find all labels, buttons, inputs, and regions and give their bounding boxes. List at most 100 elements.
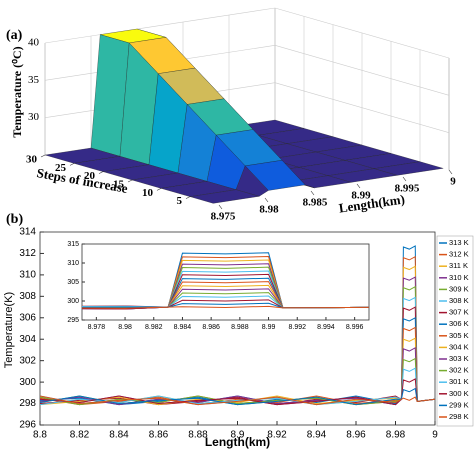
x-tick-label: 9: [450, 176, 456, 188]
x-tick-label: 8.96: [346, 430, 366, 441]
legend-label: 313 K: [449, 238, 469, 247]
y-tick-label: 5: [177, 195, 183, 207]
x-tick-label: 8.8: [33, 430, 47, 441]
tick-mark: [185, 196, 191, 199]
z-tick-label: 30: [28, 111, 40, 123]
inset-x-tick-label: 8.992: [288, 324, 306, 331]
legend-label: 302 K: [449, 366, 469, 375]
legend-label: 299 K: [449, 400, 469, 409]
inset-series-line: [82, 256, 369, 309]
tick-mark: [448, 169, 453, 175]
panel-label: (a): [6, 28, 23, 43]
inset-series-line: [82, 295, 369, 309]
y-tick-label: 298: [19, 398, 36, 409]
x-axis-title: Length(km): [205, 435, 270, 449]
inset-x-tick-label: 8.98: [118, 324, 132, 331]
y-tick-label: 296: [19, 420, 36, 431]
inset-y-tick-label: 305: [67, 279, 79, 286]
y-tick-label: 20: [84, 170, 96, 182]
tick-mark: [127, 179, 133, 183]
legend-label: 308 K: [449, 296, 469, 305]
y-tick-label: 308: [19, 291, 36, 302]
inset-series-line: [82, 277, 369, 310]
inset-x-tick-label: 8.994: [317, 324, 335, 331]
y-tick-label: 306: [19, 312, 36, 323]
x-tick-label: 8.92: [267, 430, 287, 441]
tick-mark: [356, 183, 361, 189]
legend-label: 306 K: [449, 319, 469, 328]
tick-mark: [98, 171, 104, 174]
inset-x-tick-label: 8.99: [262, 324, 276, 331]
inset-y-tick-label: 300: [67, 298, 79, 305]
series-line: [40, 357, 435, 406]
x-tick-label: 8.9: [231, 430, 245, 441]
legend-label: 311 K: [449, 261, 468, 270]
inset-y-tick-label: 310: [67, 260, 79, 267]
x-tick-label: 8.88: [188, 430, 208, 441]
grid-line: [44, 7, 276, 44]
tick-mark: [218, 204, 223, 210]
x-tick-label: 9: [432, 430, 438, 441]
tick-mark: [69, 163, 75, 166]
legend-label: 307 K: [449, 308, 469, 317]
x-tick-label: 8.985: [303, 197, 328, 209]
x-tick-label: 8.995: [395, 183, 420, 195]
inset-series-group: [82, 252, 369, 310]
tick-mark: [310, 190, 315, 196]
series-line: [40, 395, 435, 406]
inset-series-line: [82, 281, 369, 309]
y-tick-label: 304: [19, 334, 36, 345]
z-tick-label: 40: [28, 37, 40, 49]
legend-label: 310 K: [449, 273, 469, 282]
inset-series-line: [82, 302, 369, 309]
legend-label: 309 K: [449, 284, 469, 293]
y-tick-label: 30: [26, 154, 38, 166]
y-axis-title: Temperature(K): [3, 292, 15, 368]
tick-mark: [40, 154, 46, 158]
inset-x-tick-label: 8.988: [231, 324, 249, 331]
y-tick-label: 302: [19, 355, 36, 366]
inset-series-line: [82, 266, 369, 309]
y-tick-label: 25: [55, 162, 67, 174]
y-tick-label: 15: [113, 179, 125, 191]
inset-series-line: [82, 305, 369, 309]
panel-label: (b): [6, 212, 23, 227]
surface-patch: [189, 189, 260, 204]
x-tick-label: 8.94: [307, 430, 327, 441]
legend-label: 298 K: [449, 412, 469, 421]
inset-series-line: [82, 273, 369, 309]
inset-x-tick-label: 8.996: [346, 324, 364, 331]
inset-y-tick-label: 315: [67, 241, 79, 248]
y-tick-label: 312: [19, 248, 36, 259]
series-line: [40, 387, 435, 406]
y-tick-label: 314: [19, 227, 36, 238]
inset-series-line: [82, 252, 369, 310]
x-tick-label: 8.98: [259, 204, 279, 216]
tick-mark: [402, 176, 407, 182]
inset-x-tick-label: 8.986: [202, 324, 220, 331]
legend-label: 304 K: [449, 342, 469, 351]
tick-mark: [156, 188, 162, 191]
x-tick-label: 8.975: [211, 211, 236, 223]
inset-y-tick-label: 295: [67, 317, 79, 324]
tick-mark: [264, 197, 269, 203]
legend-label: 303 K: [449, 354, 469, 363]
legend-label: 312 K: [449, 250, 469, 259]
inset-series-line: [82, 299, 369, 310]
x-axis-title: Length(km): [338, 191, 406, 215]
inset-series-line: [82, 284, 369, 309]
inset-x-tick-label: 8.984: [174, 324, 192, 331]
inset-x-tick-label: 8.982: [145, 324, 163, 331]
series-group: [40, 245, 435, 406]
z-axis-title: Temperature (⁰C): [10, 46, 24, 137]
x-tick-label: 8.99: [351, 190, 371, 202]
y-tick-label: 310: [19, 270, 36, 281]
x-tick-label: 8.98: [386, 430, 406, 441]
inset-x-tick-label: 8.978: [88, 324, 106, 331]
x-tick-label: 8.84: [109, 430, 129, 441]
legend-label: 300 K: [449, 389, 469, 398]
x-tick-label: 8.82: [70, 430, 90, 441]
series-line: [40, 378, 435, 406]
legend-label: 301 K: [449, 377, 469, 386]
